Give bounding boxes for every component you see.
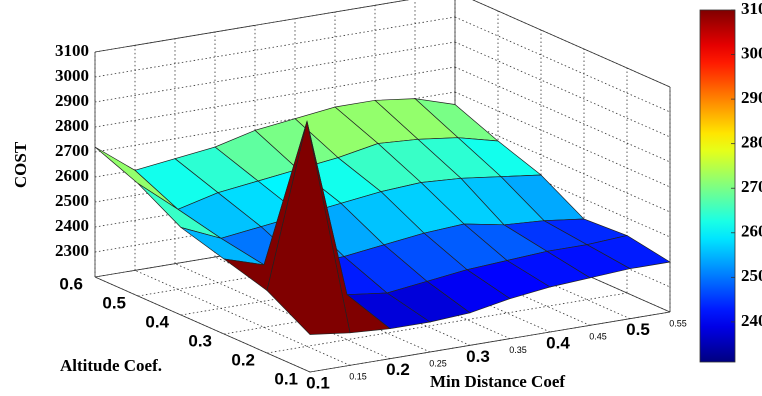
- x-tick-label: 0.55: [669, 318, 687, 328]
- colorbar: [699, 9, 736, 363]
- box-edge: [94, 276, 311, 373]
- colorbar-tick-label: 2400: [741, 311, 762, 330]
- z-tick-label: 2900: [55, 91, 89, 110]
- colorbar-tick-label: 2800: [741, 133, 762, 152]
- x-tick-label: 0.2: [386, 360, 410, 379]
- y-tick-label: 0.2: [231, 350, 255, 369]
- grid-line: [454, 41, 671, 138]
- y-tick-label: 0.5: [102, 293, 126, 312]
- grid-line: [266, 292, 628, 354]
- grid-line: [309, 311, 671, 373]
- x-tick-label: 0.45: [589, 332, 607, 342]
- z-tick-label: 2300: [55, 241, 89, 260]
- z-tick-label: 2500: [55, 191, 89, 210]
- surface-patch: [266, 121, 351, 335]
- colorbar-tick-label: 3000: [741, 43, 762, 62]
- z-tick-label: 2700: [55, 141, 89, 160]
- x-tick-label: 0.15: [349, 372, 367, 382]
- grid-line: [454, 16, 671, 113]
- grid-line: [94, 16, 456, 78]
- x-tick-label: 0.1: [306, 373, 330, 392]
- x-tick-label: 0.4: [546, 333, 570, 352]
- x-tick-label: 0.35: [509, 345, 527, 355]
- grid-line: [94, 66, 456, 128]
- y-tick-label: 0.4: [145, 312, 169, 331]
- colorbar-tick-label: 2600: [741, 222, 762, 241]
- colorbar-tick-label: 2900: [741, 88, 762, 107]
- z-tick-label: 3000: [55, 66, 89, 85]
- grid-line: [94, 41, 456, 103]
- z-axis-label: COST: [11, 141, 30, 188]
- colorbar-tick-label: 3100: [741, 0, 762, 18]
- grid-line: [472, 0, 671, 88]
- z-tick-label: 2600: [55, 166, 89, 185]
- colorbar-tick-label: 2700: [741, 177, 762, 196]
- colorbar-tick-label: 2500: [741, 266, 762, 285]
- x-tick-label: 0.5: [626, 320, 650, 339]
- x-tick-label: 0.3: [466, 347, 490, 366]
- y-tick-label: 0.3: [188, 331, 212, 350]
- z-tick-label: 2800: [55, 116, 89, 135]
- y-tick-label: 0.6: [59, 274, 83, 293]
- grid-line: [94, 0, 410, 53]
- z-tick-label: 3100: [55, 41, 89, 60]
- box-edge: [472, 0, 671, 88]
- box-edge: [94, 0, 410, 53]
- y-axis-label: Altitude Coef.: [60, 356, 162, 375]
- x-axis-label: Min Distance Coef: [430, 372, 565, 391]
- z-tick-label: 2400: [55, 216, 89, 235]
- y-tick-label: 0.1: [274, 369, 298, 388]
- x-tick-label: 0.25: [429, 358, 447, 368]
